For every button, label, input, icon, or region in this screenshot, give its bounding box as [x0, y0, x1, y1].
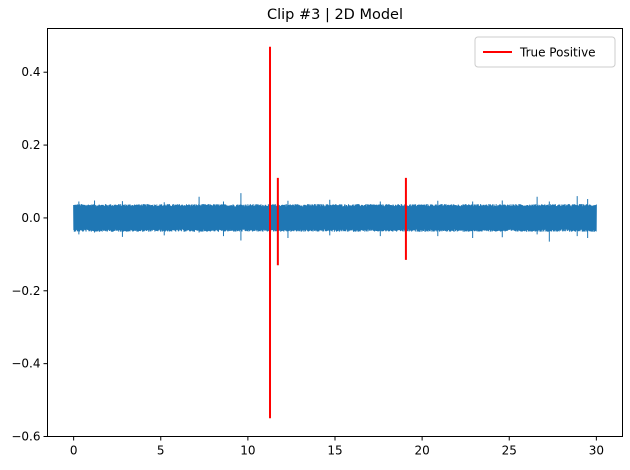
- y-tick-label: −0.4: [11, 357, 40, 371]
- chart-title: Clip #3 | 2D Model: [267, 7, 403, 23]
- x-tick-label: 0: [70, 444, 78, 458]
- y-tick-label: 0.4: [21, 65, 40, 79]
- legend: True Positive: [474, 36, 616, 68]
- x-tick-label: 15: [327, 444, 342, 458]
- x-tick-label: 30: [589, 444, 604, 458]
- signal-series-line: [73, 193, 597, 242]
- legend-label-true-positive: True Positive: [519, 46, 596, 60]
- y-tick-label: 0.2: [21, 138, 40, 152]
- x-tick-label: 20: [414, 444, 429, 458]
- legend-box: [474, 36, 616, 68]
- true-positive-series: [269, 46, 407, 419]
- y-tick-label: −0.6: [11, 430, 40, 444]
- plot-area-frame: [47, 28, 623, 437]
- x-tick-label: 25: [502, 444, 517, 458]
- series-layer: [73, 46, 597, 419]
- y-tick-label: −0.2: [11, 284, 40, 298]
- x-tick-label: 5: [157, 444, 165, 458]
- x-tick-label: 10: [240, 444, 255, 458]
- y-axis-ticks: −0.6 −0.4 −0.2 0.0 0.2 0.4: [11, 65, 48, 444]
- x-axis-ticks: 0 5 10 15 20 25 30: [70, 436, 604, 458]
- y-tick-label: 0.0: [21, 211, 40, 225]
